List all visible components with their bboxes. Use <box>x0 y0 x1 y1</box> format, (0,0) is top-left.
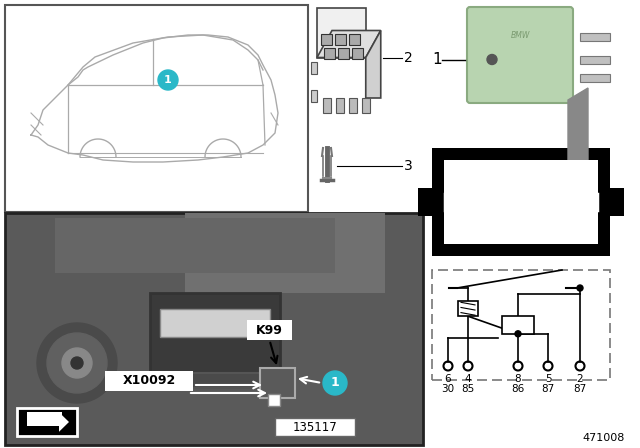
Text: 1: 1 <box>432 52 442 67</box>
Bar <box>5 213 423 445</box>
Text: 135117: 135117 <box>292 421 337 434</box>
Bar <box>418 188 432 216</box>
Bar <box>27 412 62 426</box>
Bar <box>352 47 363 59</box>
Bar <box>55 218 335 273</box>
Text: 8: 8 <box>515 374 522 384</box>
Text: 87: 87 <box>573 384 587 394</box>
Bar <box>17 408 77 436</box>
Text: 87: 87 <box>513 163 529 173</box>
Bar <box>580 33 610 41</box>
Text: 471008: 471008 <box>582 433 625 443</box>
Circle shape <box>515 331 521 337</box>
Polygon shape <box>365 30 381 98</box>
Circle shape <box>37 323 117 403</box>
Bar <box>610 188 624 216</box>
Bar <box>432 148 610 256</box>
Circle shape <box>577 285 583 291</box>
Text: 85: 85 <box>461 384 475 394</box>
Bar <box>336 98 344 113</box>
Circle shape <box>47 333 107 393</box>
Circle shape <box>487 55 497 65</box>
Text: X10092: X10092 <box>122 375 175 388</box>
Bar <box>335 34 346 44</box>
Bar <box>349 98 357 113</box>
Polygon shape <box>317 30 381 57</box>
Bar <box>247 320 292 340</box>
Bar <box>321 34 332 44</box>
Bar <box>105 371 193 391</box>
Text: 5: 5 <box>545 374 551 384</box>
Bar <box>185 213 385 293</box>
Bar <box>160 309 270 337</box>
Bar <box>580 73 610 82</box>
Bar <box>260 368 295 398</box>
Text: 87: 87 <box>541 384 555 394</box>
Text: 3: 3 <box>404 159 413 173</box>
Text: 85: 85 <box>582 197 598 207</box>
Bar <box>311 90 317 102</box>
Bar <box>362 98 370 113</box>
Bar <box>311 62 317 74</box>
Bar <box>323 98 331 113</box>
Text: 4: 4 <box>465 374 471 384</box>
Bar <box>150 293 280 373</box>
Bar <box>338 47 349 59</box>
Text: 86: 86 <box>499 228 515 238</box>
Bar <box>432 270 610 380</box>
Bar <box>140 373 290 388</box>
Text: 1: 1 <box>331 376 339 389</box>
Text: K99: K99 <box>256 323 283 336</box>
Bar <box>324 47 335 59</box>
Circle shape <box>323 371 347 395</box>
Text: 1: 1 <box>164 75 172 85</box>
Circle shape <box>71 357 83 369</box>
Bar <box>5 5 308 212</box>
Text: 2: 2 <box>404 51 413 65</box>
Text: 6: 6 <box>445 374 451 384</box>
Circle shape <box>158 70 178 90</box>
Bar <box>317 8 365 57</box>
Circle shape <box>62 348 92 378</box>
Bar <box>580 56 610 64</box>
Bar <box>349 34 360 44</box>
Text: 30: 30 <box>442 384 454 394</box>
Text: 30: 30 <box>444 197 460 207</box>
Bar <box>268 394 280 406</box>
Bar <box>458 301 478 316</box>
Text: 2: 2 <box>577 374 583 384</box>
Bar <box>502 316 534 334</box>
Polygon shape <box>568 88 588 163</box>
Bar <box>444 160 598 244</box>
Text: BMW: BMW <box>510 31 530 40</box>
Text: 86: 86 <box>511 384 525 394</box>
Bar <box>275 418 355 436</box>
FancyBboxPatch shape <box>467 7 573 103</box>
Text: 87: 87 <box>499 197 515 207</box>
Polygon shape <box>59 412 69 432</box>
